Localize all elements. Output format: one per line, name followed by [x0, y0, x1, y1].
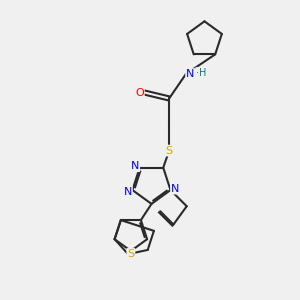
Text: O: O [135, 88, 144, 98]
Text: N: N [186, 69, 194, 79]
Text: N: N [124, 187, 132, 196]
Text: N: N [131, 161, 139, 171]
Text: ·H: ·H [196, 68, 206, 78]
Text: S: S [127, 249, 134, 259]
Text: N: N [171, 184, 179, 194]
Text: S: S [166, 146, 173, 156]
